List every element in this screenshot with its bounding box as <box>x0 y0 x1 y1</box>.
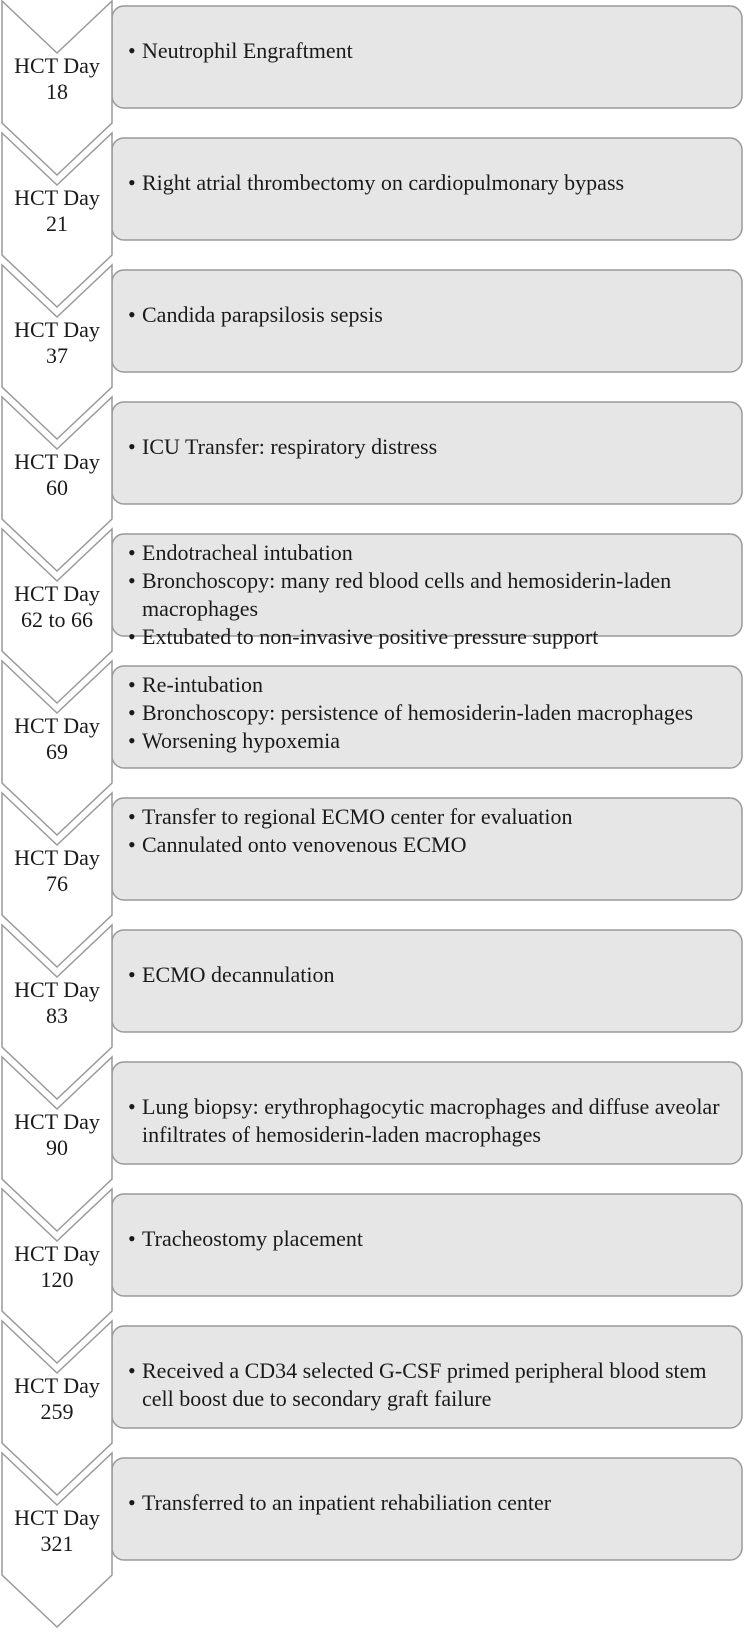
day-label-number: 62 to 66 <box>20 607 94 632</box>
day-label-number: 60 <box>46 475 68 500</box>
event-item: Worsening hypoxemia <box>128 727 728 755</box>
event-list: Transferred to an inpatient rehabiliatio… <box>128 1489 728 1517</box>
day-label-prefix: HCT Day <box>14 977 100 1002</box>
day-label-number: 21 <box>46 211 68 236</box>
event-list: Received a CD34 selected G-CSF primed pe… <box>128 1357 728 1413</box>
chevron-arrow <box>1 1319 113 1497</box>
day-label: HCT Day 60 <box>2 449 112 501</box>
day-label: HCT Day 37 <box>2 317 112 369</box>
day-label-prefix: HCT Day <box>14 53 100 78</box>
day-label: HCT Day 76 <box>2 845 112 897</box>
chevron-arrow <box>1 1055 113 1233</box>
event-list: ICU Transfer: respiratory distress <box>128 433 728 461</box>
day-label-prefix: HCT Day <box>14 1373 100 1398</box>
event-item: Neutrophil Engraftment <box>128 37 728 65</box>
event-list: ECMO decannulation <box>128 961 728 989</box>
day-label-number: 90 <box>46 1135 68 1160</box>
event-item: Extubated to non-invasive positive press… <box>128 623 728 651</box>
day-label-prefix: HCT Day <box>14 1241 100 1266</box>
day-label-prefix: HCT Day <box>14 845 100 870</box>
event-item: Bronchoscopy: many red blood cells and h… <box>128 567 728 623</box>
event-list: Endotracheal intubationBronchoscopy: man… <box>128 539 728 651</box>
event-item: Candida parapsilosis sepsis <box>128 301 728 329</box>
event-list: Right atrial thrombectomy on cardiopulmo… <box>128 169 728 197</box>
event-item: Received a CD34 selected G-CSF primed pe… <box>128 1357 728 1413</box>
day-label-number: 18 <box>46 79 68 104</box>
chevron-arrow <box>1 659 113 837</box>
event-item: Cannulated onto venovenous ECMO <box>128 831 728 859</box>
event-item: Right atrial thrombectomy on cardiopulmo… <box>128 169 728 197</box>
day-label-prefix: HCT Day <box>14 1505 100 1530</box>
chevron-arrow <box>1 131 113 309</box>
chevron-arrow <box>1 791 113 969</box>
day-label-number: 321 <box>40 1531 74 1556</box>
day-label-prefix: HCT Day <box>14 449 100 474</box>
event-list: Tracheostomy placement <box>128 1225 728 1253</box>
day-label-number: 69 <box>46 739 68 764</box>
event-item: Bronchoscopy: persistence of hemosiderin… <box>128 699 728 727</box>
day-label-number: 37 <box>46 343 68 368</box>
day-label: HCT Day 21 <box>2 185 112 237</box>
day-label-prefix: HCT Day <box>14 713 100 738</box>
day-label: HCT Day 120 <box>2 1241 112 1293</box>
day-label-number: 83 <box>46 1003 68 1028</box>
chevron-arrow <box>1 527 113 705</box>
day-label-prefix: HCT Day <box>14 185 100 210</box>
event-item: Transferred to an inpatient rehabiliatio… <box>128 1489 728 1517</box>
event-item: ICU Transfer: respiratory distress <box>128 433 728 461</box>
chevron-arrow <box>1 263 113 441</box>
event-list: Re-intubationBronchoscopy: persistence o… <box>128 671 728 755</box>
day-label: HCT Day 62 to 66 <box>2 581 112 633</box>
day-label-prefix: HCT Day <box>14 581 100 606</box>
day-label-number: 120 <box>40 1267 74 1292</box>
event-list: Candida parapsilosis sepsis <box>128 301 728 329</box>
day-label: HCT Day 90 <box>2 1109 112 1161</box>
day-label-number: 76 <box>46 871 68 896</box>
event-item: Tracheostomy placement <box>128 1225 728 1253</box>
event-item: Endotracheal intubation <box>128 539 728 567</box>
event-item: Re-intubation <box>128 671 728 699</box>
day-label-prefix: HCT Day <box>14 317 100 342</box>
day-label: HCT Day 321 <box>2 1505 112 1557</box>
chevron-arrow <box>1 923 113 1101</box>
event-list: Lung biopsy: erythrophagocytic macrophag… <box>128 1093 728 1149</box>
day-label: HCT Day 259 <box>2 1373 112 1425</box>
chevron-arrow <box>1 0 113 177</box>
day-label: HCT Day 69 <box>2 713 112 765</box>
day-label: HCT Day 18 <box>2 53 112 105</box>
chevron-arrow <box>1 1187 113 1365</box>
day-label-prefix: HCT Day <box>14 1109 100 1134</box>
event-list: Neutrophil Engraftment <box>128 37 728 65</box>
day-label: HCT Day 83 <box>2 977 112 1029</box>
chevron-arrow <box>1 395 113 573</box>
event-item: Transfer to regional ECMO center for eva… <box>128 803 728 831</box>
chevron-arrow <box>1 1451 113 1629</box>
event-list: Transfer to regional ECMO center for eva… <box>128 803 728 859</box>
event-item: ECMO decannulation <box>128 961 728 989</box>
day-label-number: 259 <box>40 1399 74 1424</box>
event-item: Lung biopsy: erythrophagocytic macrophag… <box>128 1093 728 1149</box>
